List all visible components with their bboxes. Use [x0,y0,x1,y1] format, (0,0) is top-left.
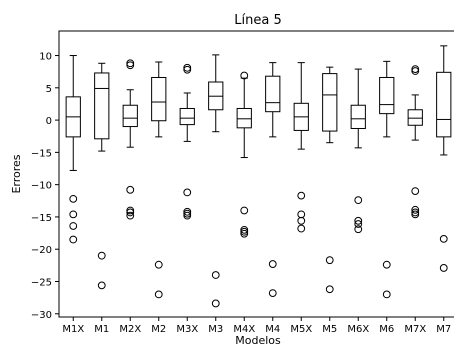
x-tick-label: M3 [208,324,223,335]
box [265,75,281,113]
outlier-point [240,71,249,80]
x-tick-label: M4 [265,324,280,335]
outlier-point [354,196,363,205]
outlier-point [325,256,334,265]
outlier-point [69,222,78,230]
outlier-point [297,216,306,225]
box [436,71,452,138]
box [322,73,338,132]
outlier-point [97,251,106,260]
outlier-point [154,290,163,299]
outlier-point [268,289,277,298]
outlier-point [354,216,363,225]
y-tick-label: −25 [31,277,52,288]
axes-frame [58,30,454,318]
y-tick-label: 10 [39,52,52,63]
box [407,109,423,126]
outlier-point [411,210,420,219]
outlier-point [439,234,448,243]
x-tick-label: M6 [379,324,394,335]
x-tick-label: M7X [404,324,426,335]
outlier-point [183,211,192,220]
outlier-point [354,220,363,228]
outlier-point [211,271,220,279]
box [350,104,366,129]
outlier-point [297,191,306,200]
outlier-point [240,227,249,236]
outlier-point [126,211,135,220]
outlier-point [297,224,306,233]
outlier-point [183,209,192,218]
chart-title: Línea 5 [234,13,281,28]
outlier-point [382,260,391,269]
outlier-point [126,185,135,194]
box [379,76,395,115]
outlier-point [325,285,334,294]
outlier-point [382,290,391,299]
box [236,107,252,129]
outlier-point [411,187,420,196]
plot-layer: 10 5 0 −15 −10 −15 −20 −25 −30 M1X M1 M2X M2 M3X M3 M4X… [31,45,452,335]
y-tick-label: 5 [46,84,52,95]
box [179,107,195,126]
x-tick-label: M6X [347,324,369,335]
x-tick-label: M5 [322,324,337,335]
outlier-point [69,194,78,203]
outlier-point [97,281,106,290]
outlier-point [126,208,135,217]
outlier-point [69,210,78,219]
outlier-point [211,299,220,308]
box [94,72,110,140]
outlier-point [126,59,135,68]
outlier-point [183,63,192,72]
outlier-point [183,65,192,74]
outlier-point [126,206,135,215]
outlier-point [126,61,135,70]
outlier-point [411,205,420,214]
outlier-point [240,206,249,215]
y-tick-label: −10 [31,181,52,192]
x-tick-label: M1X [62,324,84,335]
x-tick-label: M7 [436,324,451,335]
outlier-point [411,208,420,217]
y-tick-label: −15 [31,213,52,224]
y-tick-label: −15 [31,148,52,159]
box [151,76,167,122]
outlier-point [69,235,78,244]
y-axis-label: Errores [10,154,23,193]
outlier-point [411,67,420,75]
y-tick-label: −20 [31,245,52,256]
x-tick-label: M5X [290,324,312,335]
outlier-point [154,260,163,269]
outlier-point [183,207,192,216]
x-tick-label: M4X [233,324,255,335]
x-tick-label: M1 [94,324,109,335]
y-tick-label: −30 [31,310,52,321]
x-tick-label: M2 [151,324,166,335]
y-tick-label: 0 [46,116,52,127]
outlier-point [297,210,306,219]
x-axis-label: Modelos [235,334,281,345]
x-tick-label: M3X [176,324,198,335]
outlier-point [240,229,249,238]
outlier-point [268,260,277,268]
x-tick-label: M2X [119,324,141,335]
outlier-point [354,225,363,234]
outlier-point [411,65,420,73]
box [122,104,138,128]
outlier-point [183,188,192,197]
outlier-point [240,225,249,234]
outlier-point [439,264,448,272]
